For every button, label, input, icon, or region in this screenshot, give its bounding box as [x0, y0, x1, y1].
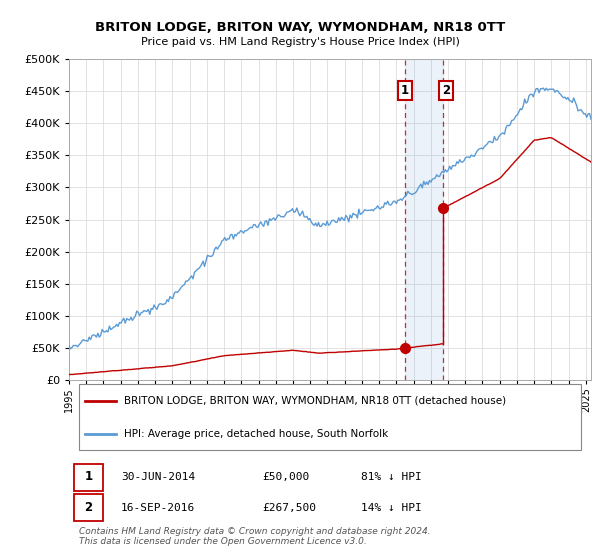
FancyBboxPatch shape	[74, 464, 103, 491]
Text: BRITON LODGE, BRITON WAY, WYMONDHAM, NR18 0TT: BRITON LODGE, BRITON WAY, WYMONDHAM, NR1…	[95, 21, 505, 34]
FancyBboxPatch shape	[74, 494, 103, 521]
Text: 30-JUN-2014: 30-JUN-2014	[121, 472, 196, 482]
Text: 1: 1	[401, 85, 409, 97]
Text: 2: 2	[84, 501, 92, 514]
Text: £50,000: £50,000	[262, 472, 310, 482]
Bar	[405, 59, 443, 380]
Text: 81% ↓ HPI: 81% ↓ HPI	[361, 472, 422, 482]
Text: Price paid vs. HM Land Registry's House Price Index (HPI): Price paid vs. HM Land Registry's House …	[140, 37, 460, 47]
Text: BRITON LODGE, BRITON WAY, WYMONDHAM, NR18 0TT (detached house): BRITON LODGE, BRITON WAY, WYMONDHAM, NR1…	[124, 396, 506, 406]
Text: 14% ↓ HPI: 14% ↓ HPI	[361, 503, 422, 513]
Text: 16-SEP-2016: 16-SEP-2016	[121, 503, 196, 513]
Text: £267,500: £267,500	[262, 503, 316, 513]
Text: HPI: Average price, detached house, South Norfolk: HPI: Average price, detached house, Sout…	[124, 429, 388, 439]
FancyBboxPatch shape	[79, 384, 581, 450]
Text: 1: 1	[84, 470, 92, 483]
Text: Contains HM Land Registry data © Crown copyright and database right 2024.
This d: Contains HM Land Registry data © Crown c…	[79, 526, 431, 546]
Text: 2: 2	[442, 85, 450, 97]
